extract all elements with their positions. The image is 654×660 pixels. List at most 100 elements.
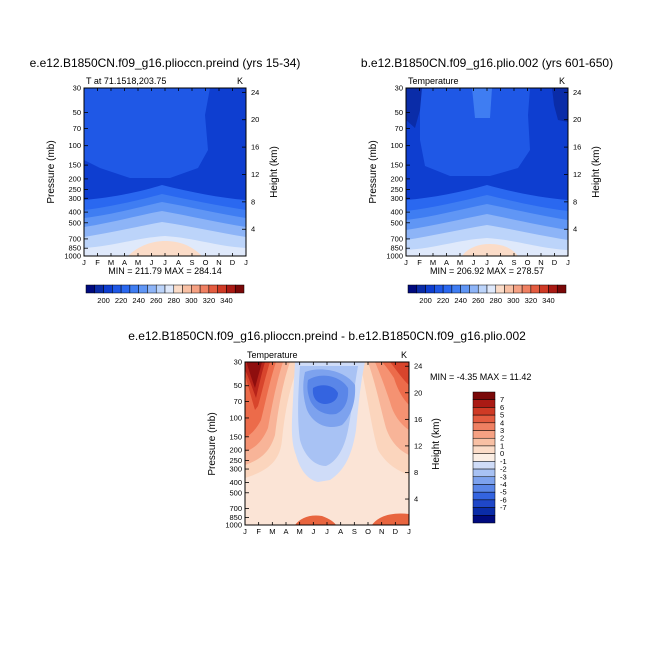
colorbar-label: -5: [500, 488, 507, 497]
x-tick-label: J: [150, 258, 154, 267]
colorbar-swatch: [477, 284, 488, 294]
panel-b-band-coldest-left: [406, 88, 422, 128]
colorbar-swatch: [460, 284, 470, 294]
y-tick-label: 1000: [386, 252, 403, 261]
panel-b-units: K: [559, 76, 565, 86]
y2-tick-label: 24: [573, 88, 581, 97]
colorbar-label: -6: [500, 495, 507, 504]
y2-tick-label: 24: [251, 88, 259, 97]
y-tick-label: 300: [390, 194, 403, 203]
colorbar-label: 300: [507, 296, 520, 305]
x-tick-label: A: [122, 258, 127, 267]
y-tick-label: 70: [395, 124, 403, 133]
colorbar-swatch: [472, 476, 496, 485]
colorbar-swatch: [472, 453, 496, 462]
colorbar-label: 260: [472, 296, 485, 305]
x-tick-label: O: [365, 527, 371, 536]
y2-tick-label: 24: [414, 362, 422, 371]
colorbar-label: 220: [115, 296, 128, 305]
panel-a-axes: J F M A M J J A S O N D J305070100150200250300400500…: [64, 84, 259, 268]
colorbar-label: -2: [500, 465, 507, 474]
y-tick-label: 1000: [64, 252, 81, 261]
colorbar-swatch: [472, 468, 496, 478]
colorbar-swatch: [530, 284, 540, 294]
colorbar-swatch: [226, 284, 236, 294]
colorbar-swatch: [164, 284, 175, 294]
colorbar-swatch: [472, 430, 496, 439]
y-tick-label: 50: [234, 381, 242, 390]
x-tick-label: N: [379, 527, 384, 536]
y2-tick-label: 8: [251, 197, 255, 206]
y2-tick-label: 20: [414, 388, 422, 397]
y-tick-label: 400: [390, 208, 403, 217]
colorbar-swatch: [472, 399, 496, 408]
colorbar-swatch: [182, 284, 192, 294]
x-tick-label: M: [135, 258, 141, 267]
colorbar-label: 4: [500, 418, 504, 427]
y-tick-label: 700: [390, 234, 403, 243]
colorbar-swatch: [173, 284, 183, 294]
x-tick-label: S: [352, 527, 357, 536]
panel-c-contour-field: [245, 362, 409, 525]
y2-tick-label: 16: [573, 143, 581, 152]
colorbar-swatch: [103, 284, 113, 294]
panel-a-band-upper-light: [84, 88, 210, 178]
y-tick-label: 100: [68, 141, 81, 150]
panel-c-band-right-5: [390, 362, 409, 385]
y-tick-label: 850: [68, 244, 81, 253]
y2-tick-label: 20: [573, 115, 581, 124]
panel-a-units: K: [237, 76, 243, 86]
x-tick-label: N: [216, 258, 221, 267]
colorbar-swatch: [521, 284, 532, 294]
y-tick-label: 70: [234, 397, 242, 406]
colorbar-swatch: [147, 284, 157, 294]
x-tick-label: A: [283, 527, 288, 536]
y-tick-label: 250: [390, 185, 403, 194]
panel-a-contour-field: [84, 88, 246, 256]
panel-b-y2label: Height (km): [591, 146, 602, 198]
x-tick-label: S: [189, 258, 194, 267]
panel-a-subtitle: T at 71.1518,203.75: [86, 76, 166, 86]
panel-a-colorbar: 200 220 240 260 280 300 320 340: [85, 284, 245, 305]
colorbar-swatch: [120, 284, 131, 294]
colorbar-swatch: [513, 284, 523, 294]
colorbar-label: -1: [500, 457, 507, 466]
x-tick-label: J: [566, 258, 570, 267]
colorbar-swatch: [472, 515, 496, 524]
colorbar-swatch: [472, 445, 496, 454]
colorbar-swatch: [129, 284, 139, 294]
panel-b-contour-field: [406, 88, 568, 256]
colorbar-label: 320: [525, 296, 538, 305]
y2-tick-label: 20: [251, 115, 259, 124]
x-tick-label: J: [325, 527, 329, 536]
colorbar-swatch: [472, 461, 496, 470]
panel-a-title: e.e12.B1850CN.f09_g16.plioccn.preind (yr…: [30, 56, 301, 70]
y2-tick-label: 12: [414, 441, 422, 450]
colorbar-label: -7: [500, 503, 507, 512]
panel-c-band-surface-warm-right: [372, 513, 409, 525]
x-tick-label: J: [243, 527, 247, 536]
colorbar-label: -3: [500, 472, 507, 481]
panel-b-ylabel: Pressure (mb): [368, 140, 379, 203]
y2-tick-label: 12: [573, 170, 581, 179]
panel-c-band-left-7: [247, 362, 262, 388]
colorbar-swatch: [217, 284, 227, 294]
panel-a-minmax: MIN = 211.79 MAX = 284.14: [108, 266, 221, 276]
panel-b-band-upper-light: [420, 88, 530, 176]
panel-b-subtitle: Temperature: [408, 76, 459, 86]
colorbar-label: 320: [203, 296, 216, 305]
colorbar-swatch: [472, 422, 496, 431]
panel-c-y2label: Height (km): [431, 418, 442, 470]
y-tick-label: 100: [229, 413, 242, 422]
panel-c-ylabel: Pressure (mb): [207, 412, 218, 475]
x-tick-label: J: [82, 258, 86, 267]
x-tick-label: S: [511, 258, 516, 267]
colorbar-label: 7: [500, 395, 504, 404]
x-tick-label: A: [338, 527, 343, 536]
x-tick-label: J: [404, 258, 408, 267]
panel-b-band-coldest-right: [552, 88, 568, 122]
x-tick-label: F: [256, 527, 261, 536]
panel-a-band-285: [128, 241, 202, 256]
